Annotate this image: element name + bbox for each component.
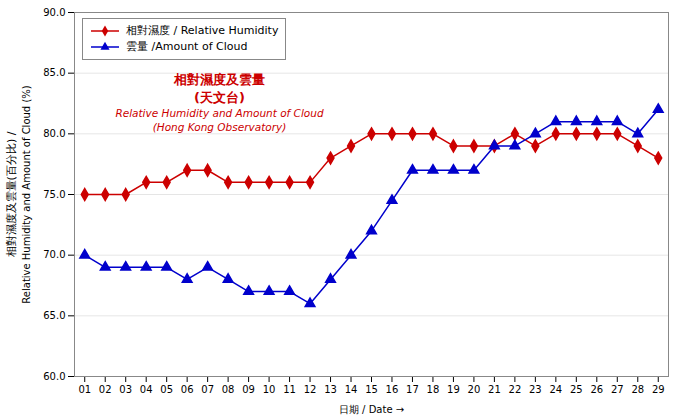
svg-text:15: 15 [365,384,378,395]
svg-text:03: 03 [119,384,132,395]
svg-text:19: 19 [447,384,460,395]
svg-text:28: 28 [631,384,644,395]
svg-text:07: 07 [201,384,214,395]
svg-text:80.0: 80.0 [43,128,65,139]
svg-text:Relative Humidity and Amount o: Relative Humidity and Amount of Cloud [115,107,324,119]
svg-text:01: 01 [78,384,91,395]
svg-text:02: 02 [99,384,112,395]
html-text:雲量 /Amount of Cloud: 雲量 /Amount of Cloud [126,40,248,53]
svg-text:16: 16 [386,384,399,395]
svg-text:09: 09 [242,384,255,395]
svg-text:20: 20 [468,384,481,395]
svg-text:13: 13 [324,384,337,395]
svg-text:相對濕度及雲量: 相對濕度及雲量 [173,72,265,87]
svg-text:22: 22 [509,384,522,395]
svg-text:85.0: 85.0 [43,67,65,78]
html-text:相對濕度 / Relative Humidity: 相對濕度 / Relative Humidity [126,24,279,37]
svg-text:10: 10 [263,384,276,395]
svg-text:24: 24 [549,384,562,395]
svg-text:75.0: 75.0 [43,189,65,200]
svg-text:65.0: 65.0 [43,310,65,321]
svg-text:26: 26 [590,384,603,395]
svg-text:日期 / Date →: 日期 / Date → [339,404,404,415]
svg-text:(Hong Kong Observatory): (Hong Kong Observatory) [153,121,287,133]
svg-text:相對濕度及雲量(百分比) /: 相對濕度及雲量(百分比) / [5,131,18,257]
svg-text:90.0: 90.0 [43,7,65,18]
svg-text:23: 23 [529,384,542,395]
svg-text:11: 11 [283,384,296,395]
svg-text:17: 17 [406,384,419,395]
svg-text:08: 08 [222,384,235,395]
svg-text:18: 18 [427,384,440,395]
svg-text:12: 12 [304,384,317,395]
svg-text:70.0: 70.0 [43,249,65,260]
svg-text:Relative Humidity and Amount o: Relative Humidity and Amount of Cloud (%… [21,85,32,303]
svg-text:60.0: 60.0 [43,371,65,382]
svg-text:05: 05 [160,384,173,395]
svg-text:27: 27 [611,384,624,395]
svg-text:29: 29 [652,384,665,395]
svg-text:04: 04 [140,384,153,395]
svg-text:14: 14 [345,384,358,395]
svg-text:(天文台): (天文台) [194,90,245,105]
svg-text:25: 25 [570,384,583,395]
svg-text:06: 06 [181,384,194,395]
svg-text:21: 21 [488,384,501,395]
